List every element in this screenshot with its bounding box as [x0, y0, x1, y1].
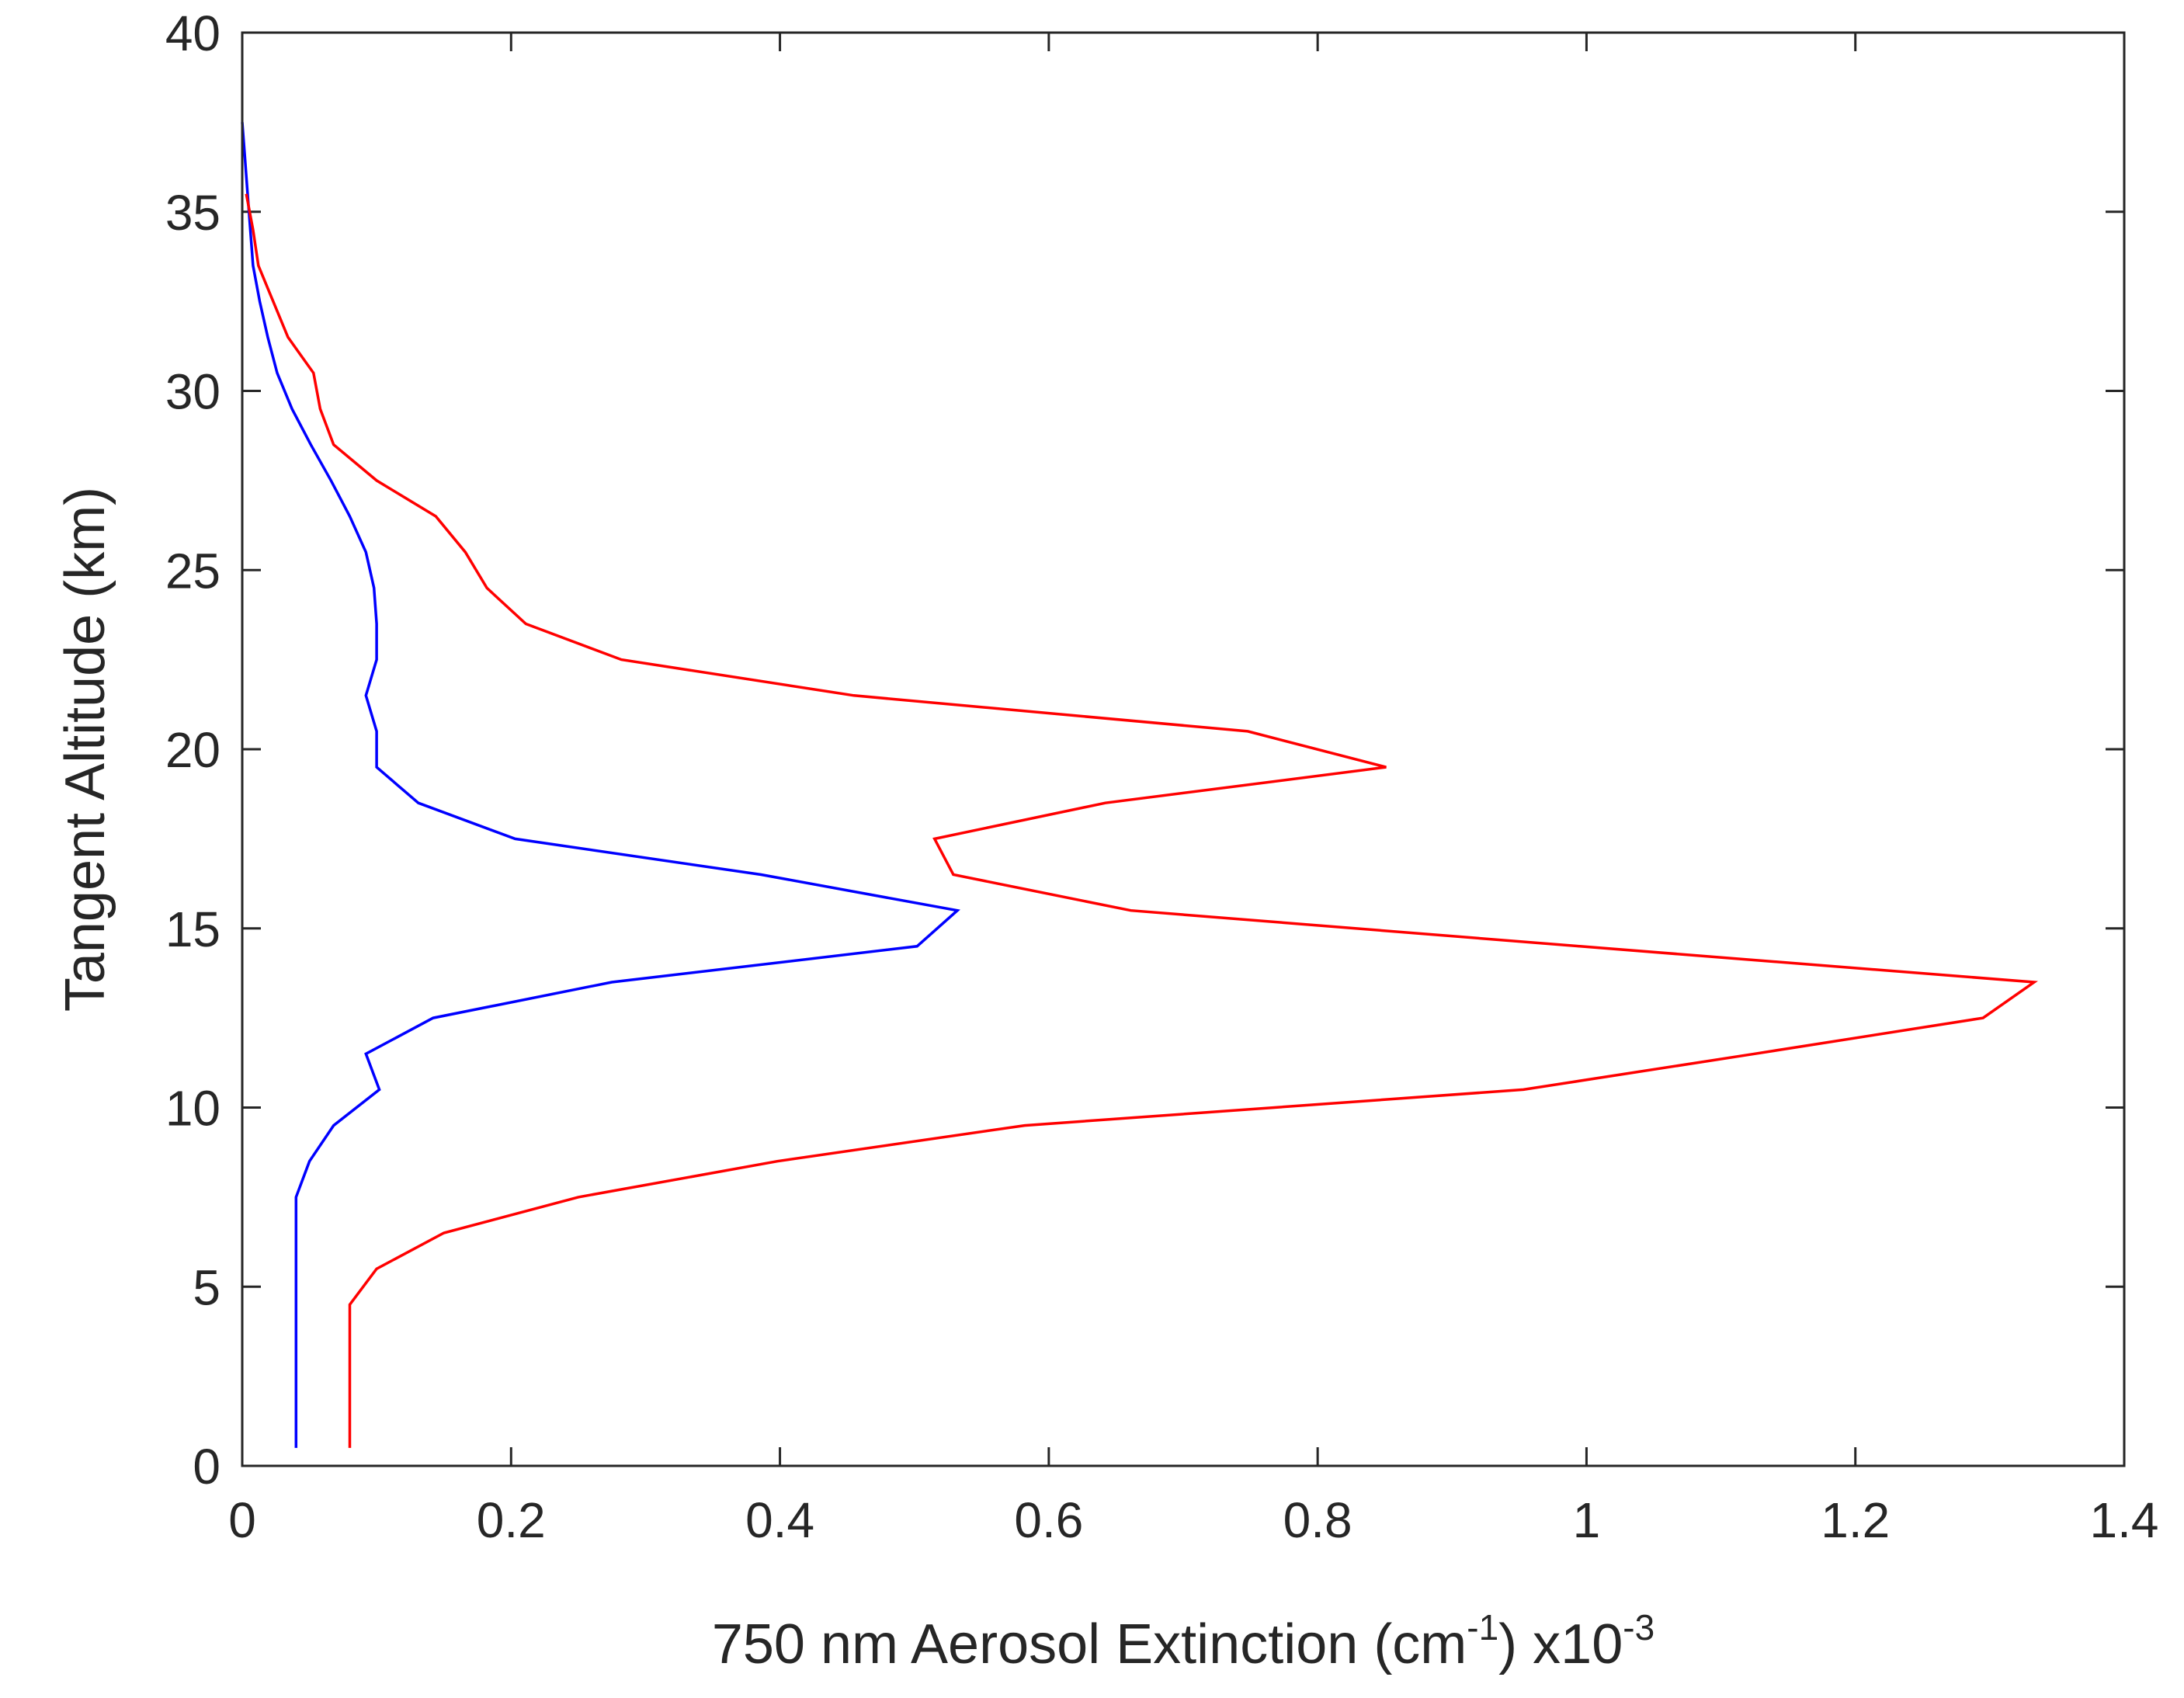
x-tick-label: 1	[1573, 1492, 1601, 1548]
series-line-red	[245, 193, 2038, 1448]
x-tick-label: 0	[228, 1492, 256, 1548]
y-tick-label: 25	[165, 543, 220, 599]
plot-frame	[241, 31, 2126, 1467]
x-tick-labels: 0 0.2 0.4 0.6 0.8 1 1.2 1.4	[228, 1492, 2158, 1548]
axis-ticks	[241, 31, 2126, 1467]
x-tick-label: 1.2	[1821, 1492, 1890, 1548]
y-tick-label: 30	[165, 364, 220, 420]
y-tick-labels: 0 5 10 15 20 25 30 35 40	[165, 5, 220, 1495]
x-tick-label: 0.6	[1014, 1492, 1083, 1548]
x-tick-label: 0.4	[745, 1492, 814, 1548]
y-axis-label: Tangent Altitude (km)	[54, 487, 116, 1012]
y-tick-label: 40	[165, 5, 220, 61]
y-tick-label: 0	[193, 1439, 220, 1495]
y-tick-label: 20	[165, 722, 220, 778]
y-tick-label: 15	[165, 901, 220, 957]
y-tick-label: 10	[165, 1081, 220, 1137]
x-axis-label: 750 nm Aerosol Extinction (cm-1) x10-3	[712, 1607, 1654, 1675]
x-tick-label: 0.8	[1283, 1492, 1352, 1548]
x-tick-label: 0.2	[477, 1492, 546, 1548]
data-series	[241, 122, 2038, 1448]
x-tick-label: 1.4	[2090, 1492, 2159, 1548]
series-line-blue	[241, 122, 960, 1448]
y-tick-label: 35	[165, 185, 220, 241]
y-tick-label: 5	[193, 1259, 220, 1315]
